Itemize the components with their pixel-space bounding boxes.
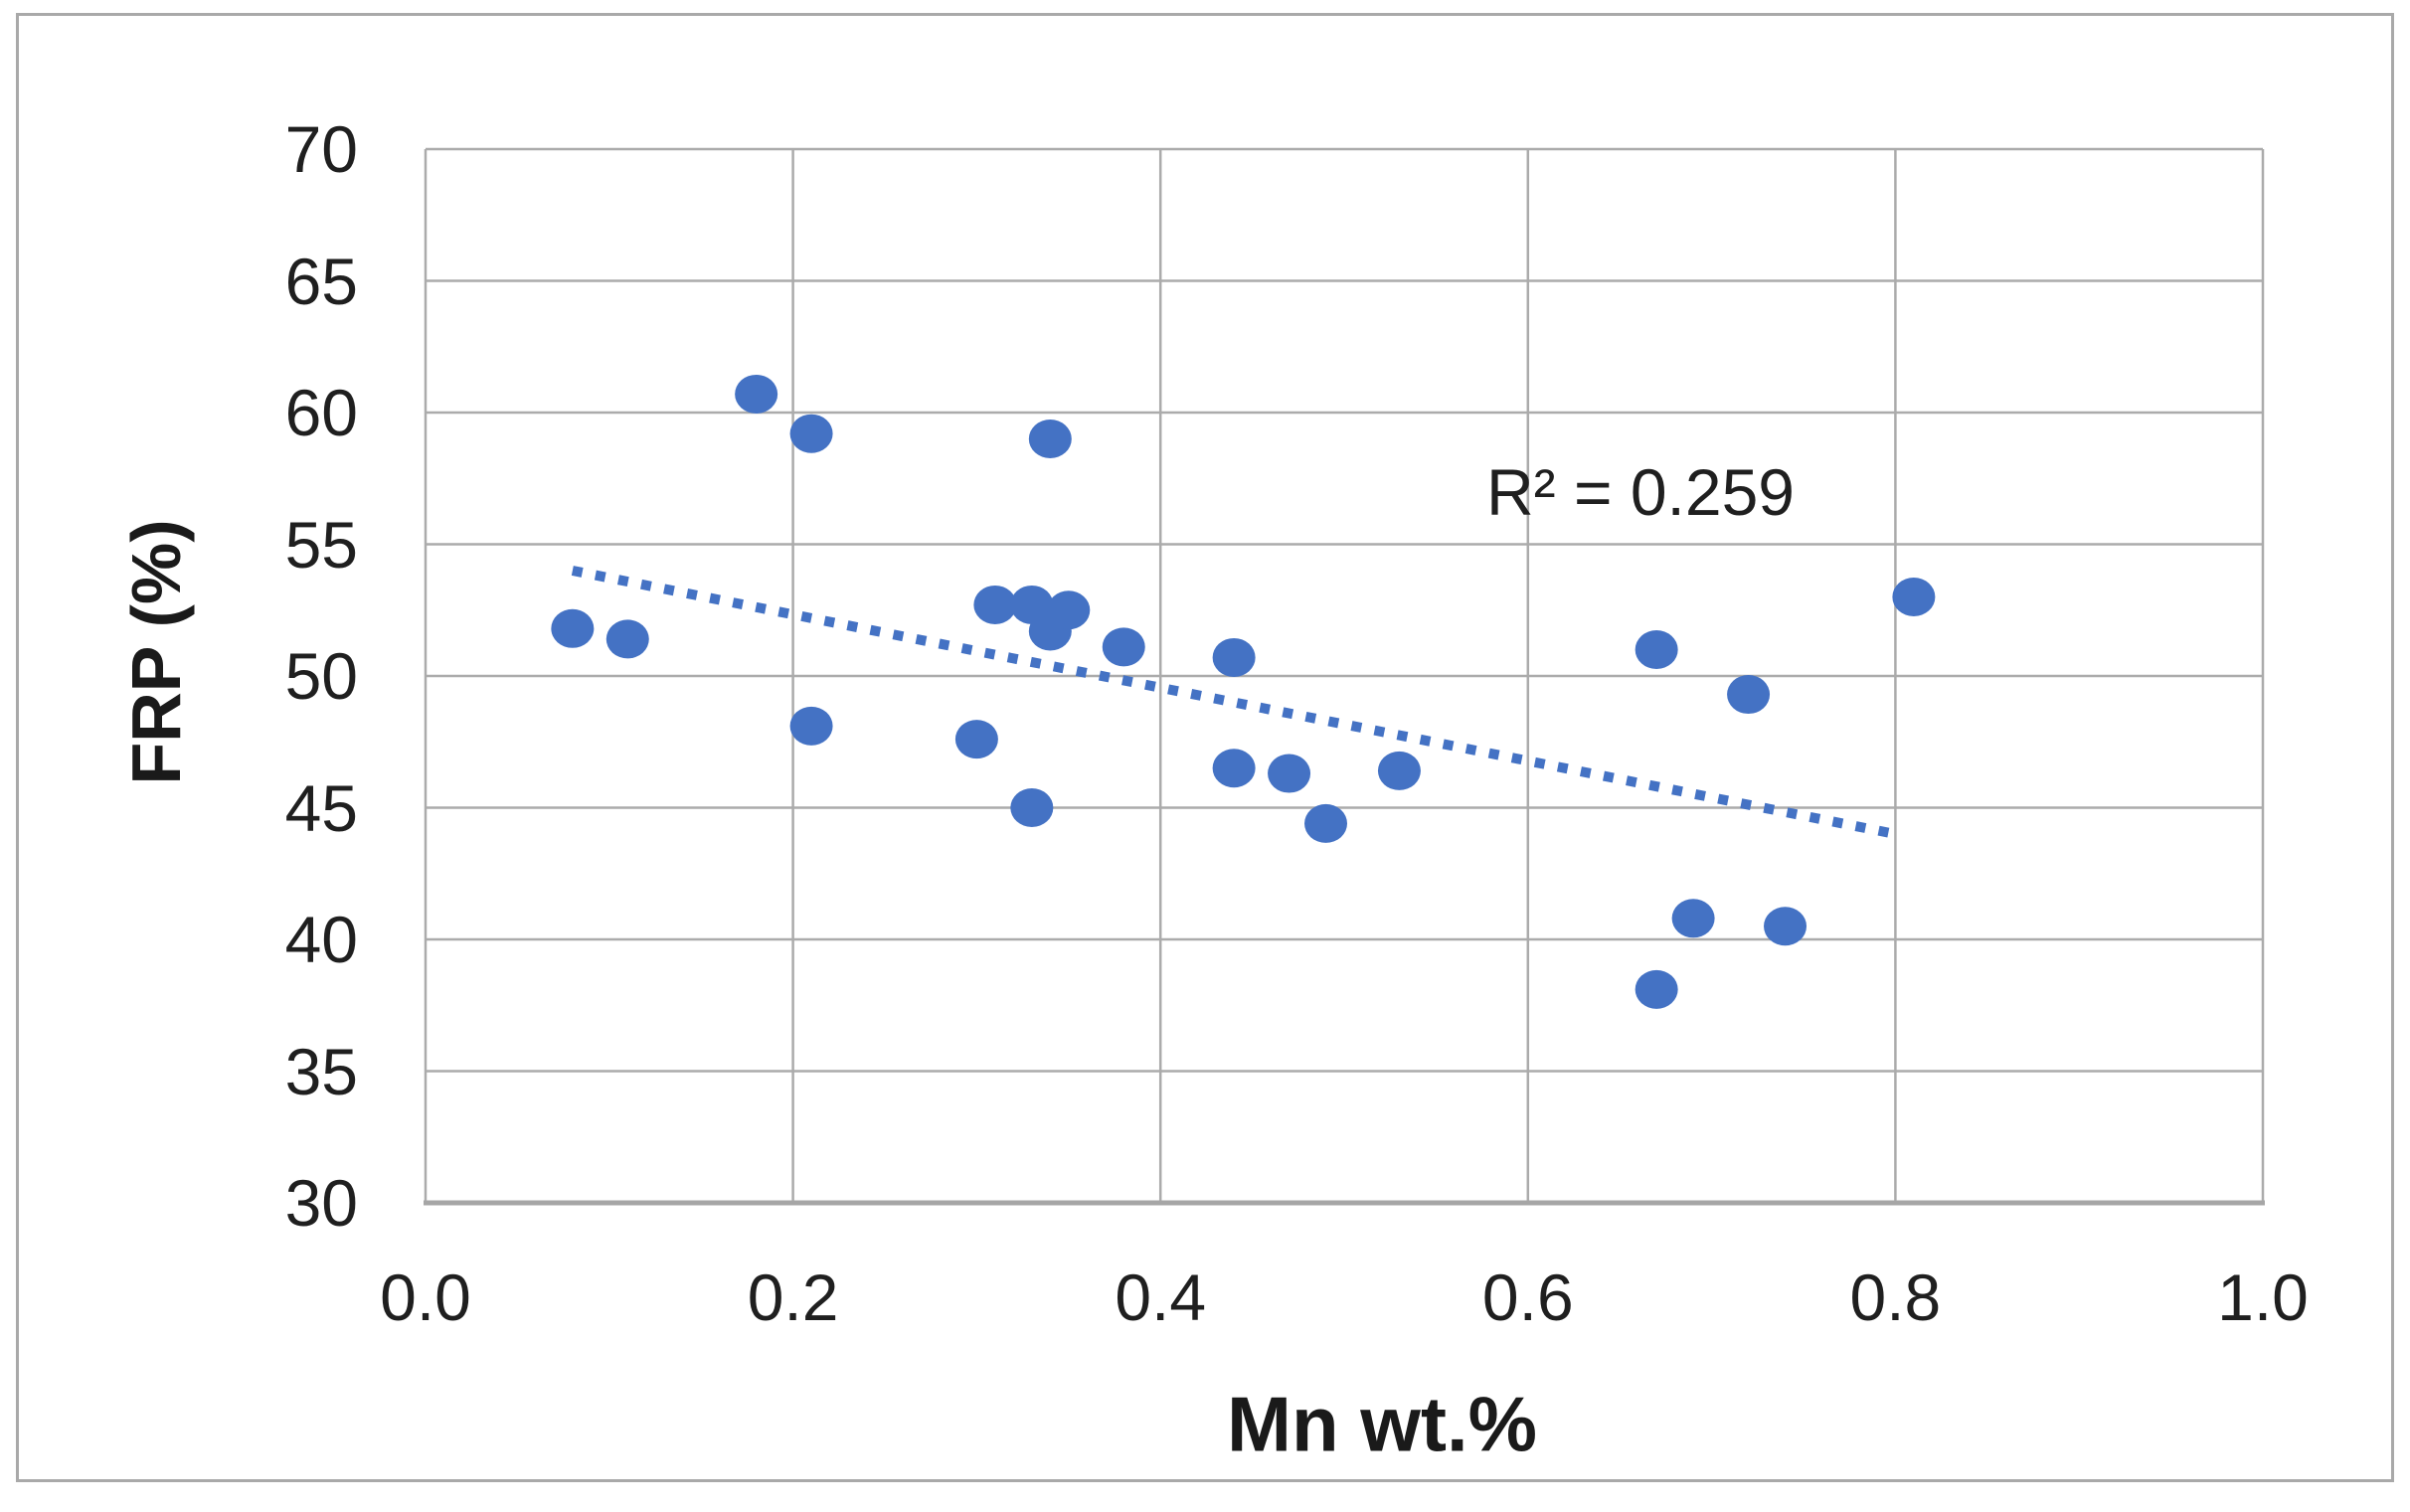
data-point xyxy=(1635,630,1678,669)
data-point xyxy=(1635,969,1678,1009)
x-tick-label: 0.8 xyxy=(1849,1260,1942,1334)
x-axis-title: Mn wt.% xyxy=(1227,1380,1537,1468)
x-tick-label: 0.6 xyxy=(1481,1260,1574,1334)
data-point xyxy=(1304,803,1348,843)
x-tick-label: 1.0 xyxy=(2217,1260,2309,1334)
data-point xyxy=(1268,754,1311,793)
data-point xyxy=(1028,420,1072,458)
gridlines xyxy=(424,147,2265,1206)
x-tick-label: 0.4 xyxy=(1115,1260,1207,1334)
data-point xyxy=(605,619,649,659)
data-point xyxy=(789,706,833,746)
y-tick-label: 45 xyxy=(284,770,358,845)
y-tick-label: 35 xyxy=(284,1034,358,1108)
data-point xyxy=(1892,578,1936,616)
y-tick-label: 50 xyxy=(284,639,358,713)
y-tick-label: 30 xyxy=(284,1166,358,1240)
y-axis-title: FRP (%) xyxy=(117,519,195,785)
data-point xyxy=(1671,899,1715,938)
data-point xyxy=(1764,907,1808,946)
data-point xyxy=(1047,590,1091,630)
data-point xyxy=(1010,788,1054,827)
y-tick-label: 55 xyxy=(284,507,358,582)
y-tick-label: 60 xyxy=(284,376,358,449)
data-point xyxy=(551,608,595,648)
r-squared-annotation: R² = 0.259 xyxy=(1485,455,1796,529)
data-point xyxy=(1102,627,1145,667)
trendline-layer xyxy=(571,566,1897,839)
trendline xyxy=(571,566,1897,839)
figure-frame xyxy=(16,13,2394,1482)
y-tick-label: 70 xyxy=(284,112,358,186)
x-tick-label: 0.0 xyxy=(380,1260,471,1334)
data-point xyxy=(735,374,778,414)
data-point xyxy=(1727,675,1771,715)
scatter-points xyxy=(551,374,1936,1009)
data-point xyxy=(1377,751,1421,790)
data-point xyxy=(973,585,1017,624)
data-point xyxy=(789,414,833,453)
x-tick-label: 0.2 xyxy=(747,1260,839,1334)
y-tick-label: 65 xyxy=(284,244,358,318)
data-point xyxy=(1212,637,1256,677)
y-tick-label: 40 xyxy=(284,903,358,976)
data-point xyxy=(954,720,998,759)
data-point xyxy=(1212,749,1256,788)
